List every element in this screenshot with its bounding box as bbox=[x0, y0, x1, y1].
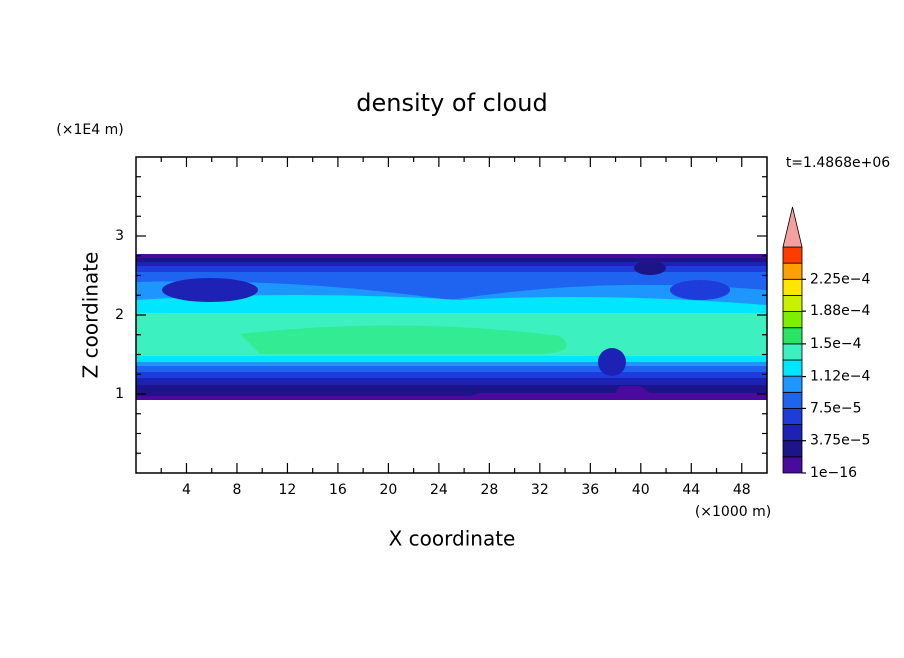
y-tick-label: 1 bbox=[115, 386, 124, 402]
band bbox=[240, 325, 567, 354]
x-unit: (×1000 m) bbox=[695, 504, 771, 520]
x-tick-label: 12 bbox=[279, 482, 297, 498]
colorbar-swatch bbox=[782, 440, 803, 458]
colorbar-swatch bbox=[782, 343, 803, 361]
colorbar-swatch bbox=[782, 246, 803, 264]
colorbar-swatch bbox=[782, 295, 803, 312]
eddy bbox=[634, 261, 666, 275]
x-tick-label: 4 bbox=[182, 482, 191, 498]
colorbar-label: 1.12e−4 bbox=[810, 369, 871, 385]
colorbar-swatch bbox=[782, 262, 803, 280]
y-axis-label: Z coordinate bbox=[79, 252, 103, 379]
x-tick-label: 8 bbox=[232, 482, 241, 498]
eddy bbox=[598, 348, 626, 376]
colorbar-label: 7.5e−5 bbox=[810, 400, 862, 416]
y-tick-label: 3 bbox=[115, 228, 124, 244]
colorbar-extend bbox=[782, 206, 803, 248]
y-tick-label: 2 bbox=[115, 307, 124, 323]
y-unit: (×1E4 m) bbox=[56, 122, 123, 138]
eddy bbox=[670, 280, 730, 300]
colorbar-swatch bbox=[782, 456, 803, 474]
colorbar-label: 2.25e−4 bbox=[810, 271, 871, 287]
x-axis-label: X coordinate bbox=[389, 527, 516, 551]
x-tick-label: 44 bbox=[682, 482, 700, 498]
colorbar-label: 1e−16 bbox=[810, 465, 857, 481]
x-tick-label: 16 bbox=[329, 482, 347, 498]
colorbar-swatch bbox=[782, 359, 803, 377]
x-tick-label: 28 bbox=[480, 482, 498, 498]
colorbar-swatch bbox=[782, 408, 803, 425]
colorbar-swatch bbox=[782, 424, 803, 442]
colorbar-label: 1.5e−4 bbox=[810, 336, 862, 352]
x-tick-label: 48 bbox=[733, 482, 751, 498]
colorbar-swatch bbox=[782, 391, 803, 409]
x-tick-label: 20 bbox=[379, 482, 397, 498]
annotation: t=1.4868e+06 bbox=[786, 155, 890, 171]
x-tick-label: 40 bbox=[632, 482, 650, 498]
colorbar-label: 1.88e−4 bbox=[810, 303, 871, 319]
colorbar-label: 3.75e−5 bbox=[810, 433, 870, 449]
x-tick-label: 32 bbox=[531, 482, 549, 498]
colorbar-swatch bbox=[782, 375, 803, 393]
x-tick-label: 24 bbox=[430, 482, 448, 498]
chart-title: density of cloud bbox=[356, 89, 547, 117]
colorbar-swatch bbox=[782, 311, 803, 329]
x-tick-label: 36 bbox=[581, 482, 599, 498]
eddy bbox=[162, 278, 258, 302]
colorbar-swatch bbox=[782, 278, 803, 296]
colorbar-swatch bbox=[782, 327, 803, 345]
contour-field bbox=[136, 254, 767, 400]
